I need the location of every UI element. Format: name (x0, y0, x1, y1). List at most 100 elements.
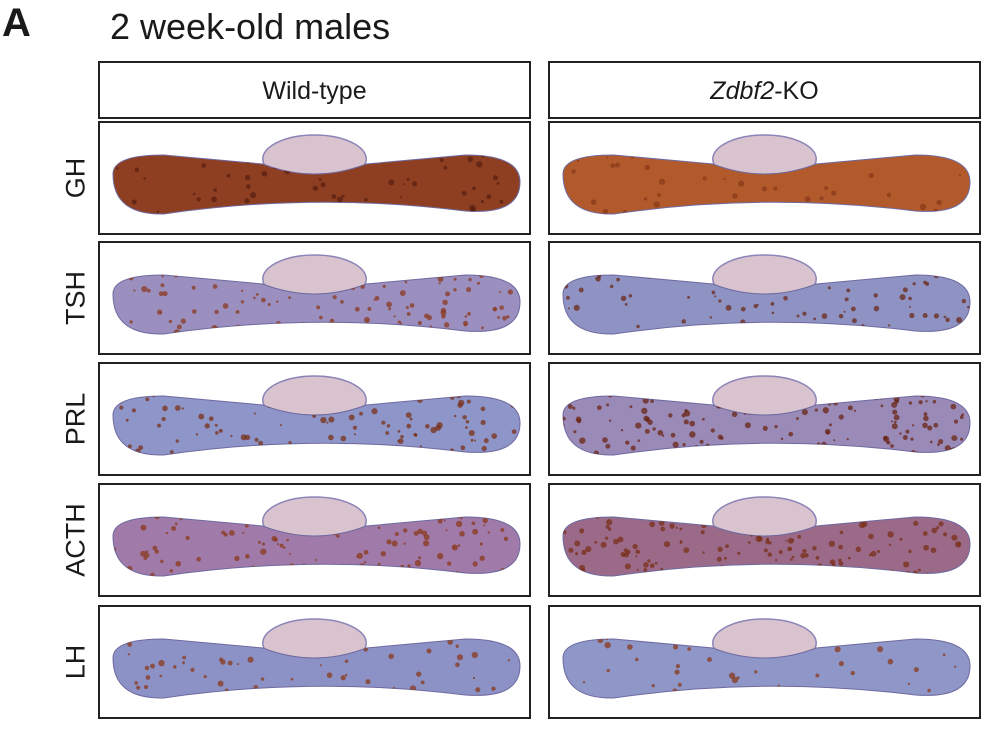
stain-spot (214, 309, 219, 315)
stain-spot (965, 403, 970, 408)
stain-spot (162, 290, 168, 297)
stain-spot (780, 437, 784, 441)
stain-spot (636, 517, 640, 519)
stain-spot (563, 416, 566, 421)
stain-spot (113, 190, 116, 194)
stain-spot (933, 422, 939, 428)
stain-spot (945, 317, 950, 323)
stain-spot (847, 556, 851, 560)
stain-spot (442, 299, 448, 306)
stain-spot (417, 320, 422, 326)
stain-spot (656, 192, 661, 197)
stain-spot (176, 324, 182, 330)
stain-spot (893, 414, 900, 421)
stain-spot (890, 444, 894, 448)
row-label: TSH (60, 271, 90, 325)
stain-spot (616, 277, 621, 282)
stain-spot (930, 547, 937, 554)
stain-spot (430, 426, 437, 434)
column-header-part: Zdbf2 (709, 77, 774, 105)
stain-spot (323, 693, 327, 696)
stain-spot (729, 566, 734, 570)
stain-spot (192, 192, 196, 196)
stain-spot (320, 182, 326, 188)
stain-spot (404, 280, 408, 284)
stain-spot (824, 186, 829, 191)
stain-spot (374, 295, 380, 301)
stain-spot (318, 177, 322, 181)
column-header-part: -KO (774, 77, 818, 105)
stain-spot (913, 667, 919, 673)
stain-spot (577, 571, 581, 574)
stain-spot (783, 295, 788, 301)
stain-spot (265, 571, 269, 575)
stain-spot (707, 568, 711, 572)
stain-spot (413, 432, 418, 437)
stain-spot (606, 403, 610, 407)
stain-spot (230, 434, 233, 438)
stain-spot (910, 437, 914, 441)
stain-spot (938, 521, 944, 527)
stain-spot (428, 637, 430, 639)
stain-spot (161, 275, 164, 278)
stain-spot (312, 185, 319, 191)
image-box (98, 121, 531, 235)
stain-spot (563, 695, 568, 699)
stain-spot (496, 575, 499, 577)
stain-spot (781, 323, 786, 328)
stain-spot (116, 166, 119, 170)
stain-spot (162, 405, 168, 412)
tissue (562, 516, 971, 577)
stain-spot (288, 563, 295, 570)
stain-spot (643, 275, 647, 276)
stain-spot (423, 540, 430, 547)
stain-spot (344, 673, 348, 677)
stain-spot (260, 297, 266, 303)
stain-spot (418, 556, 422, 560)
stain-spot (191, 275, 196, 276)
stain-spot (240, 300, 245, 304)
stain-spot (390, 449, 394, 453)
stain-spot (958, 174, 962, 177)
stain-spot (475, 687, 481, 693)
stain-spot (345, 208, 352, 215)
stain-spot (290, 677, 294, 681)
stain-spot (480, 199, 485, 204)
stain-spot (244, 198, 250, 204)
stain-spot (668, 413, 673, 418)
stain-spot (815, 555, 820, 560)
stain-spot (661, 434, 665, 437)
image-box (98, 362, 531, 476)
stain-spot (927, 425, 933, 431)
stain-spot (409, 417, 413, 421)
stain-spot (168, 319, 173, 324)
stain-spot (902, 434, 908, 440)
stain-spot (455, 396, 462, 399)
stain-spot (588, 517, 593, 518)
stain-spot (480, 419, 486, 426)
stain-spot (440, 309, 447, 316)
stain-spot (829, 447, 833, 451)
stain-spot (593, 450, 600, 456)
stain-spot (908, 549, 912, 554)
stain-spot (127, 641, 133, 647)
stain-spot (860, 211, 867, 215)
stain-spot (201, 163, 206, 168)
stain-spot (403, 542, 406, 545)
stain-spot (240, 639, 243, 640)
stain-spot (951, 534, 958, 541)
stain-spot (344, 659, 349, 664)
stain-spot (143, 684, 149, 690)
stain-spot (386, 424, 391, 428)
stain-spot (888, 543, 892, 547)
stain-spot (340, 300, 344, 304)
stain-spot (171, 526, 177, 532)
stain-spot (613, 538, 619, 545)
stain-spot (762, 425, 768, 431)
stain-spot (657, 331, 664, 335)
stain-spot (124, 448, 130, 454)
stain-spot (604, 536, 609, 540)
stain-spot (363, 549, 369, 555)
stain-spot (700, 331, 706, 335)
stain-spot (717, 434, 723, 440)
